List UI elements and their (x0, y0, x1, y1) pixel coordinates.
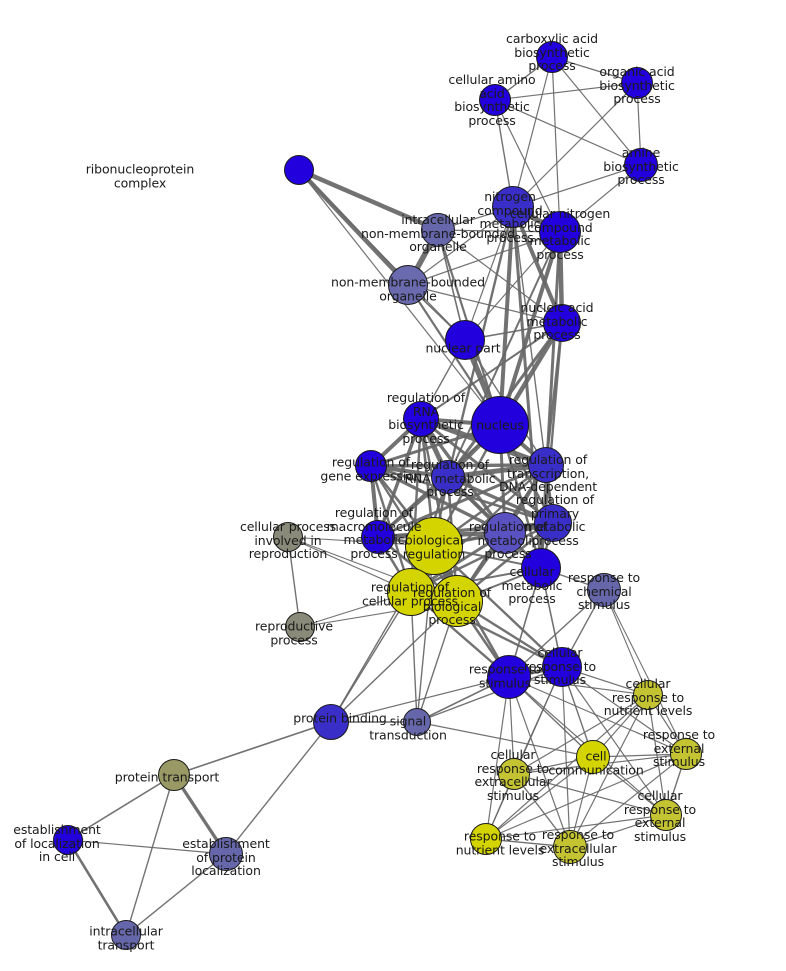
graph-edge (433, 545, 563, 668)
graph-edge (370, 464, 506, 535)
graph-edge (407, 206, 514, 286)
graph-node-response-to-nutrient-levels[interactable] (470, 823, 502, 855)
graph-edge (513, 773, 667, 816)
graph-node-protein-binding[interactable] (313, 704, 349, 740)
graph-edge (561, 666, 667, 816)
graph-edge (551, 56, 642, 166)
graph-node-ribonucleoprotein-complex[interactable] (284, 155, 314, 185)
graph-node-cellular-response-to-external-stimulus[interactable] (650, 799, 682, 831)
graph-node-response-to-stimulus[interactable] (487, 655, 531, 699)
graph-node-reproductive-process[interactable] (285, 612, 315, 642)
graph-edge (330, 591, 412, 723)
graph-edge (67, 839, 227, 855)
graph-edge (437, 229, 563, 324)
graph-node-carboxylic-acid-biosynthetic-process[interactable] (536, 41, 568, 73)
graph-node-establishment-of-protein-localization[interactable] (209, 837, 243, 871)
graph-edge (464, 231, 561, 341)
graph-edge (512, 164, 642, 208)
graph-node-nucleus[interactable] (471, 396, 529, 454)
graph-node-establishment-of-localization-in-cell[interactable] (53, 825, 83, 855)
graph-edge (298, 167, 439, 233)
graph-edge (561, 666, 571, 848)
graph-edge (513, 694, 649, 775)
graph-node-nitrogen-compound-metabolic-process[interactable] (492, 186, 534, 228)
graph-edge (420, 322, 563, 420)
graph-node-response-to-external-stimulus[interactable] (670, 738, 702, 770)
graph-node-signal-transduction[interactable] (403, 708, 431, 736)
graph-edge (416, 545, 435, 723)
graph-edge (512, 82, 638, 208)
graph-node-regulation-of-transcription-dna-dependent[interactable] (528, 447, 564, 483)
graph-edge (330, 600, 458, 723)
graph-edge (66, 839, 128, 936)
graph-edge (603, 589, 649, 696)
graph-node-cellular-response-to-stimulus[interactable] (542, 647, 582, 687)
graph-node-regulation-of-cellular-process[interactable] (387, 568, 435, 616)
graph-node-amine-biosynthetic-process[interactable] (624, 148, 658, 182)
graph-edge (225, 721, 332, 855)
graph-node-organic-acid-biosynthetic-process[interactable] (621, 67, 653, 99)
graph-node-cellular-nitrogen-compound-metabolic-process[interactable] (539, 211, 581, 253)
graph-edge (569, 694, 649, 848)
graph-node-nuclear-part[interactable] (445, 320, 485, 360)
graph-edge (407, 231, 561, 286)
graph-node-cellular-response-to-extracellular-stimulus[interactable] (498, 758, 530, 790)
graph-node-regulation-of-rna-metabolic-process[interactable] (431, 460, 465, 494)
graph-edge (464, 206, 514, 341)
graph-edge (494, 99, 642, 166)
graph-edge (508, 676, 687, 755)
graph-edge (67, 774, 175, 841)
graph-edge (485, 756, 594, 840)
graph-edge (407, 284, 563, 324)
graph-edge (511, 206, 543, 569)
graph-edge (416, 721, 594, 758)
graph-node-regulation-of-biological-process[interactable] (431, 575, 483, 627)
graph-node-nucleic-acid-metabolic-process[interactable] (543, 304, 581, 342)
graph-edge (125, 853, 227, 936)
graph-edge (508, 676, 571, 848)
graph-edge (298, 169, 466, 341)
graph-node-regulation-of-macromolecule-metabolic-process[interactable] (361, 520, 395, 554)
graph-edge (416, 666, 563, 723)
graph-node-response-to-extracellular-stimulus[interactable] (553, 830, 587, 864)
graph-edge (551, 56, 561, 233)
graph-edge (410, 521, 554, 594)
graph-node-biological-regulation[interactable] (405, 517, 463, 575)
graph-edge (377, 463, 547, 539)
graph-edge (603, 589, 687, 755)
graph-node-regulation-of-primary-metabolic-process[interactable] (534, 504, 572, 542)
graph-edge (508, 676, 649, 696)
graph-edge (485, 814, 667, 840)
graph-node-protein-transport[interactable] (158, 759, 190, 791)
graph-edge (498, 206, 515, 426)
graph-edge (376, 418, 423, 538)
graph-node-regulation-of-gene-expression[interactable] (355, 450, 387, 482)
graph-node-cellular-metabolic-process[interactable] (521, 548, 561, 588)
graph-node-cellular-process-involved-in-reproduction[interactable] (273, 522, 303, 552)
graph-edge (494, 82, 638, 101)
graph-edge (561, 666, 687, 755)
graph-edge (512, 56, 553, 208)
graph-node-label-ribonucleoprotein-complex: ribonucleoprotein complex (85, 161, 195, 190)
graph-node-cellular-response-to-nutrient-levels[interactable] (633, 680, 663, 710)
graph-node-cell-communication[interactable] (576, 740, 610, 774)
graph-node-regulation-of-metabolic-process[interactable] (484, 512, 526, 554)
graph-edge (485, 676, 510, 840)
graph-edge (330, 676, 510, 723)
graph-node-intracellular-non-membrane-bounded-organelle[interactable] (421, 213, 455, 247)
graph-edge (125, 774, 175, 936)
graph-node-intracellular-transport[interactable] (111, 920, 141, 950)
graph-edge (569, 753, 687, 848)
graph-edge (494, 99, 561, 233)
graph-edge (370, 464, 554, 525)
graph-edge (485, 753, 687, 840)
graph-node-regulation-of-rna-biosynthetic-process[interactable] (403, 401, 439, 437)
graph-node-response-to-chemical-stimulus[interactable] (587, 573, 621, 607)
graph-edge (485, 694, 649, 840)
graph-edge (173, 721, 332, 776)
graph-node-cellular-amino-acid-biosynthetic-process[interactable] (479, 84, 511, 116)
graph-node-non-membrane-bounded-organelle[interactable] (388, 265, 428, 305)
